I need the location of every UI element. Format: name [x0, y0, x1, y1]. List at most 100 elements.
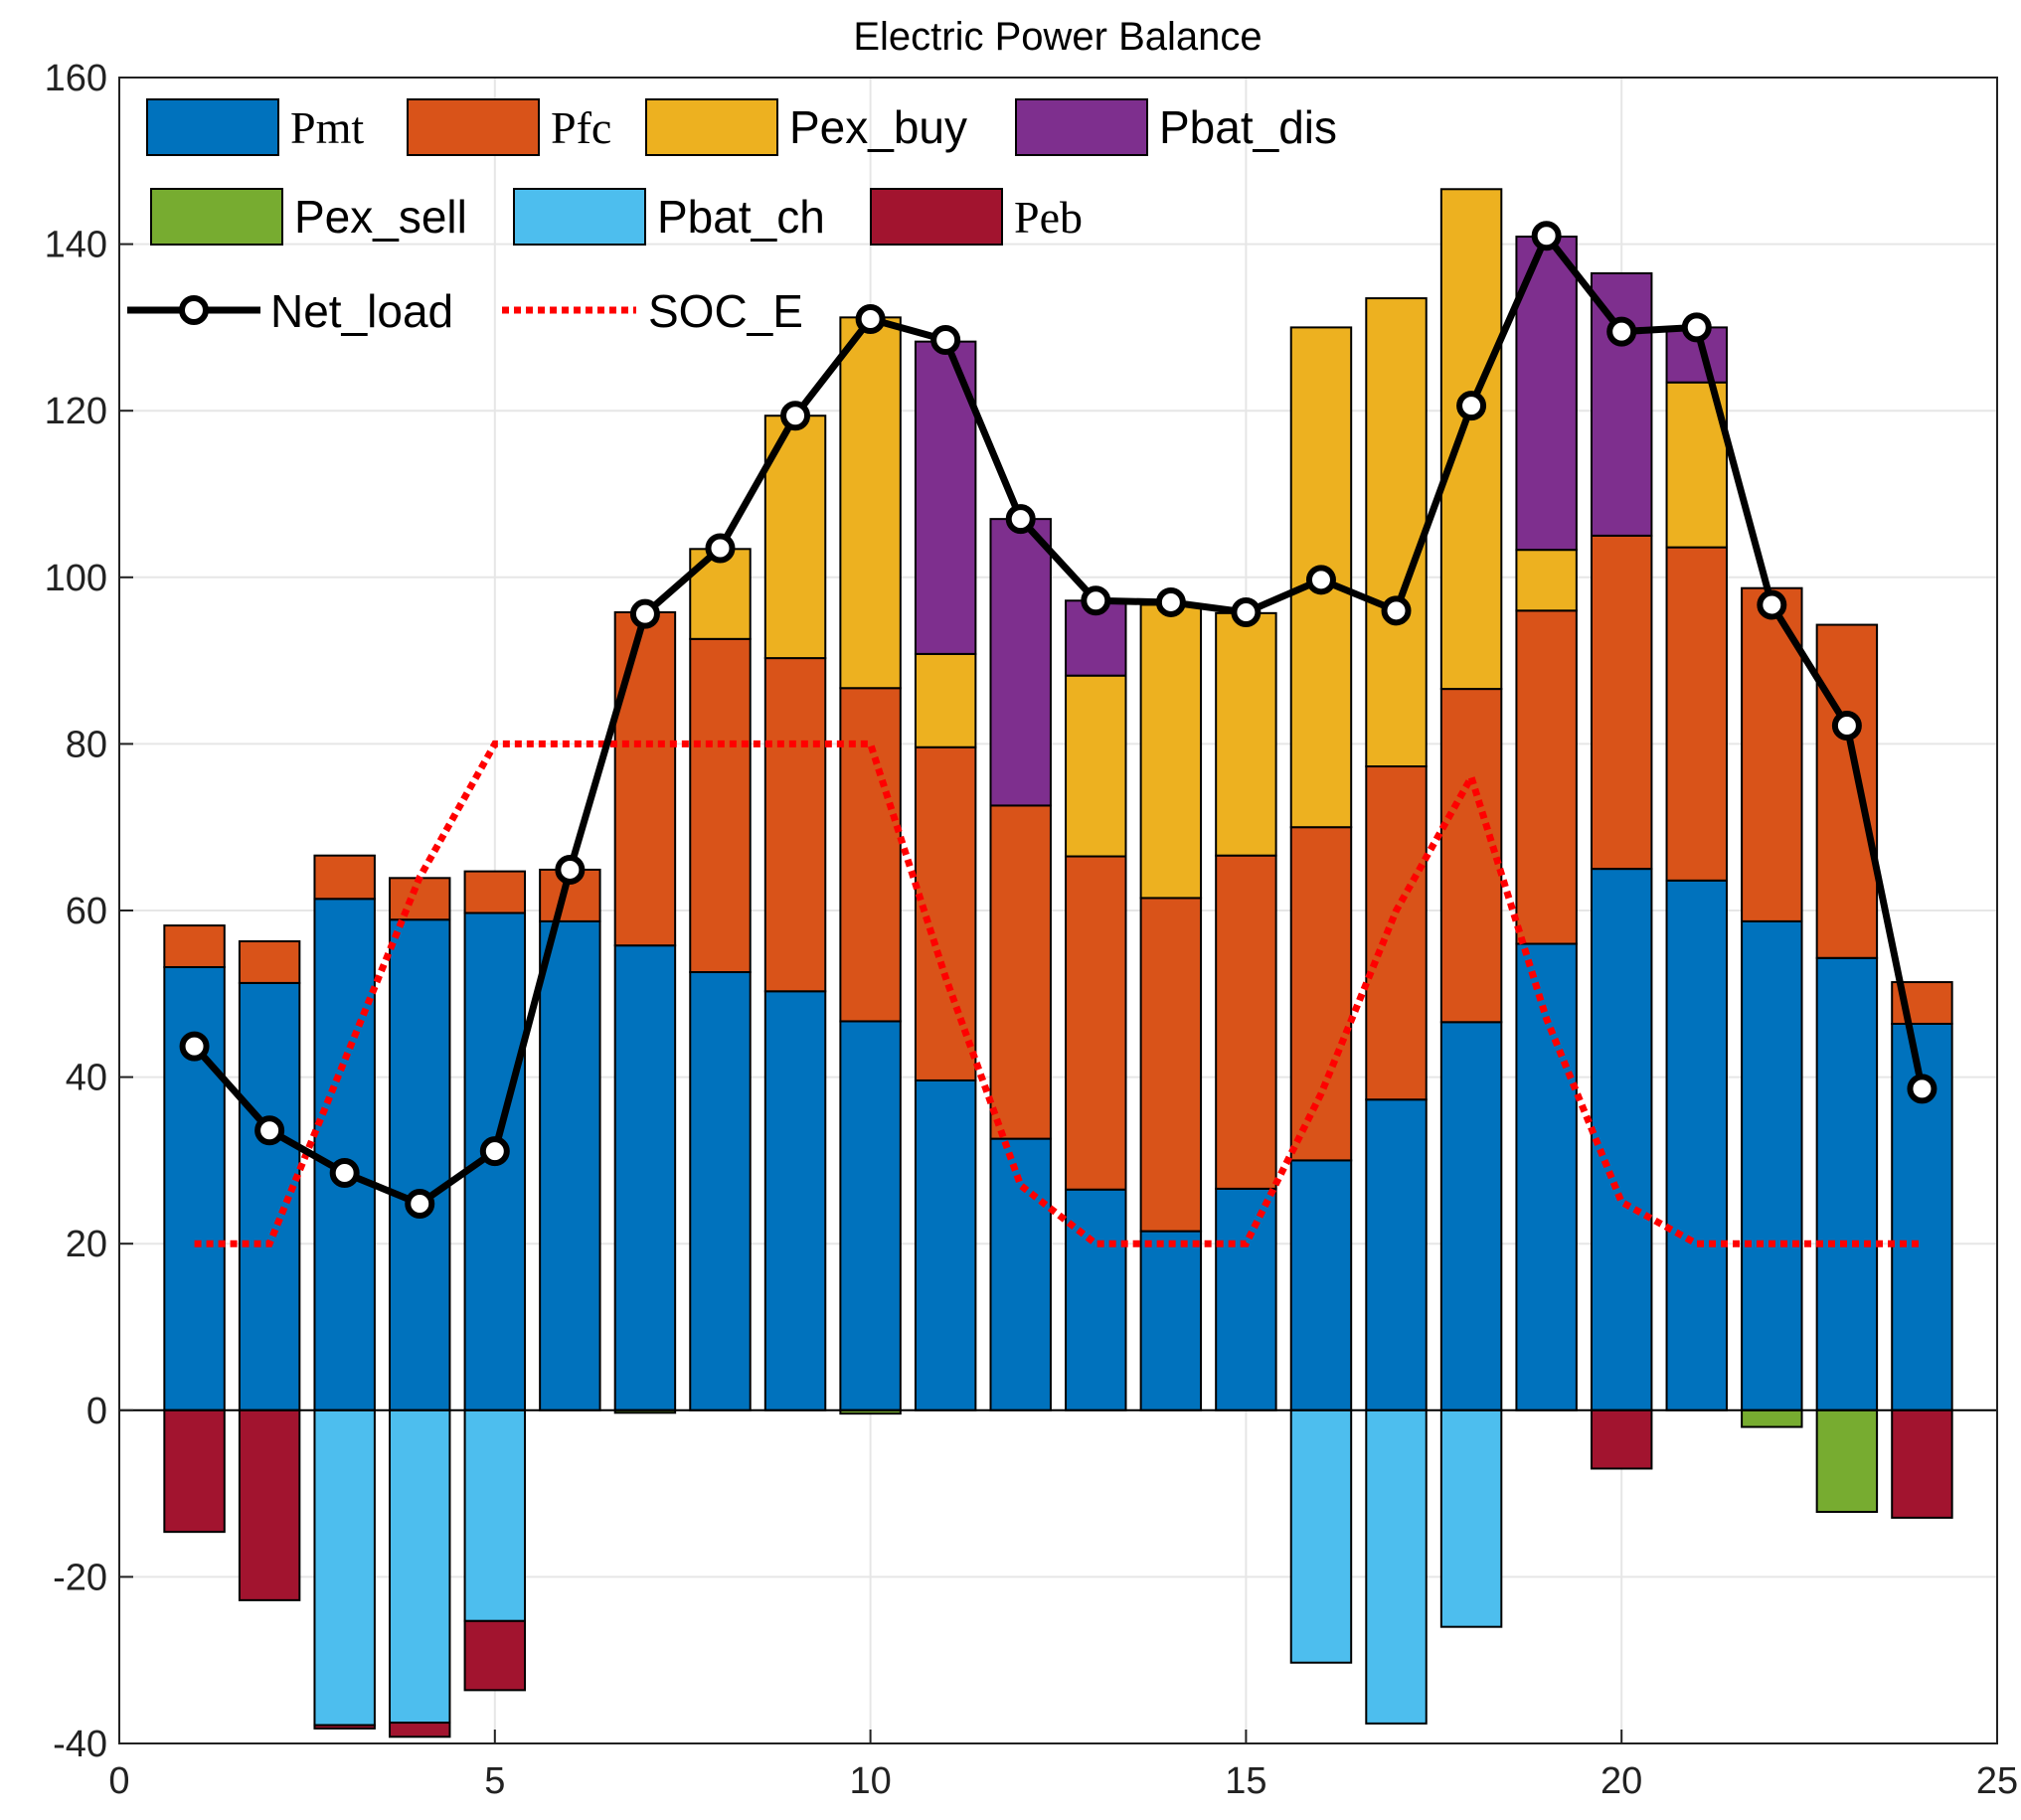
point-net-load-14 [1155, 586, 1186, 617]
bar-pex-sell-22 [1741, 1408, 1803, 1428]
bar-pmt-20 [1590, 868, 1653, 1411]
point-net-load-7 [629, 598, 660, 629]
y-tick-label: 80 [66, 724, 107, 765]
bar-pbat-ch-3 [313, 1408, 376, 1727]
bar-pfc-22 [1741, 586, 1803, 922]
axis-ticks: 0 5 10 15 20 25 -40 -20 0 20 40 60 80 100 120 140 160 [45, 58, 2019, 1802]
bar-pfc-15 [1215, 854, 1277, 1190]
bar-pmt-13 [1065, 1188, 1127, 1411]
bar-pmt-10 [839, 1020, 902, 1411]
bar-pmt-18 [1439, 1021, 1503, 1411]
bar-pfc-8 [689, 637, 752, 974]
y-tick-label: 40 [66, 1058, 107, 1099]
legend-label-pmt: Pmt [290, 102, 364, 153]
point-net-load-12 [1005, 504, 1036, 535]
x-tick-label: 10 [849, 1760, 891, 1802]
bar-pex-buy-10 [839, 316, 902, 690]
bar-pfc-14 [1139, 897, 1203, 1233]
bar-pbat-dis-20 [1590, 271, 1653, 537]
chart-title: Electric Power Balance [853, 15, 1262, 59]
bar-pbat-dis-12 [989, 518, 1052, 807]
x-tick-label: 20 [1600, 1760, 1642, 1802]
bar-pfc-20 [1590, 534, 1653, 871]
point-net-load-17 [1381, 595, 1412, 626]
legend-swatch-pbat-ch [513, 188, 646, 246]
legend-label-pbat-dis: Pbat_dis [1159, 101, 1337, 153]
point-net-load-23 [1831, 710, 1862, 741]
bar-pbat-ch-17 [1365, 1408, 1428, 1725]
legend-swatch-peb [870, 188, 1003, 246]
bar-pmt-21 [1665, 879, 1728, 1411]
point-net-load-4 [405, 1188, 435, 1219]
bar-pfc-19 [1515, 609, 1578, 945]
x-tick-label: 5 [484, 1760, 505, 1802]
bar-pfc-16 [1289, 826, 1353, 1162]
bar-pex-buy-11 [914, 652, 977, 748]
y-tick-label: -20 [53, 1557, 107, 1598]
bar-pmt-3 [313, 898, 376, 1411]
point-net-load-15 [1231, 596, 1262, 627]
y-tick-label: 120 [45, 391, 107, 432]
bar-pbat-dis-11 [914, 340, 977, 655]
y-tick-label: 60 [66, 891, 107, 932]
point-net-load-21 [1681, 312, 1712, 343]
bar-pex-buy-18 [1439, 188, 1503, 691]
bar-peb-4 [389, 1722, 451, 1738]
bar-pmt-15 [1215, 1187, 1277, 1411]
bar-pbat-ch-16 [1289, 1408, 1353, 1664]
y-tick-label: 100 [45, 558, 107, 599]
bar-peb-5 [463, 1619, 527, 1692]
bar-pfc-3 [313, 854, 376, 901]
bar-pfc-11 [914, 745, 977, 1081]
legend: Pmt Pfc Pex_buy Pbat_dis Pex_sell Pbat_ch Peb N… [127, 98, 1337, 337]
bar-pfc-4 [389, 877, 451, 921]
legend-marker-net-load [179, 295, 209, 325]
bar-pmt-8 [689, 971, 752, 1411]
bar-pex-sell-23 [1815, 1408, 1879, 1514]
point-net-load-3 [329, 1157, 360, 1188]
point-net-load-13 [1081, 585, 1111, 616]
legend-label-peb: Peb [1014, 192, 1083, 243]
point-net-load-18 [1456, 391, 1487, 421]
legend-swatch-pex-buy [645, 98, 778, 156]
bar-pfc-10 [839, 687, 902, 1023]
y-tick-label: 20 [66, 1224, 107, 1265]
bar-pmt-22 [1741, 919, 1803, 1411]
legend-label-pbat-ch: Pbat_ch [657, 191, 825, 243]
bar-pfc-13 [1065, 855, 1127, 1191]
legend-label-pex-sell: Pex_sell [294, 191, 467, 243]
bar-pmt-2 [238, 981, 301, 1411]
point-net-load-8 [705, 533, 736, 564]
point-net-load-22 [1757, 589, 1787, 620]
y-tick-label: 0 [86, 1391, 107, 1432]
point-net-load-1 [179, 1031, 210, 1062]
bar-peb-1 [163, 1408, 226, 1534]
legend-swatch-pex-sell [150, 188, 283, 246]
point-net-load-2 [254, 1115, 285, 1146]
legend-label-pfc: Pfc [551, 102, 611, 153]
x-tick-label: 15 [1225, 1760, 1266, 1802]
bar-pfc-18 [1439, 688, 1503, 1024]
point-net-load-9 [780, 401, 811, 431]
legend-label-net-load: Net_load [270, 285, 453, 337]
bar-pex-buy-19 [1515, 549, 1578, 612]
bar-pmt-6 [539, 919, 601, 1411]
legend-label-soc-e: SOC_E [648, 285, 803, 337]
point-net-load-24 [1907, 1074, 1937, 1104]
bar-pfc-7 [613, 610, 677, 947]
bar-pbat-ch-5 [463, 1408, 527, 1622]
bar-pmt-23 [1815, 956, 1879, 1411]
bar-pmt-7 [613, 944, 677, 1411]
y-tick-label: -40 [53, 1724, 107, 1765]
y-tick-label: 140 [45, 225, 107, 266]
legend-swatch-pmt [146, 98, 279, 156]
legend-swatch-pfc [407, 98, 540, 156]
x-tick-label: 0 [108, 1760, 129, 1802]
bar-pmt-9 [763, 990, 827, 1411]
bar-pfc-1 [163, 924, 226, 968]
line-series [179, 221, 1937, 1247]
bar-pfc-9 [763, 657, 827, 993]
bar-pex-buy-14 [1139, 603, 1203, 900]
bar-peb-20 [1590, 1408, 1653, 1470]
